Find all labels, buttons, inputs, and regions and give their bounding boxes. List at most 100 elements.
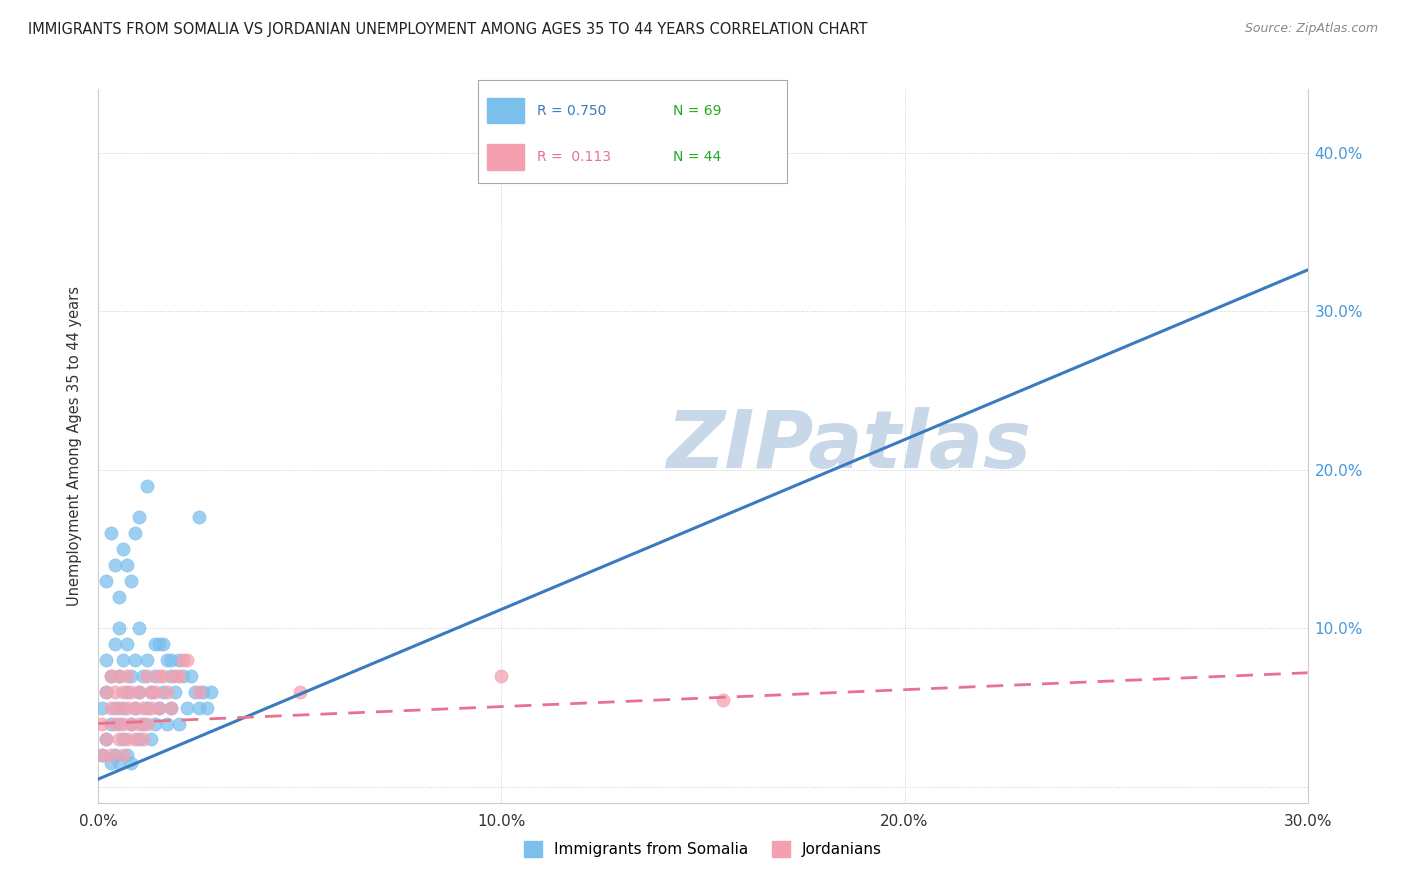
Point	[100, 669, 122, 683]
Point	[100, 716, 122, 731]
Point	[188, 700, 211, 714]
Point	[132, 732, 155, 747]
Text: ZIPatlas: ZIPatlas	[665, 407, 1031, 485]
Point	[96, 685, 118, 699]
Point	[120, 669, 142, 683]
Point	[167, 669, 190, 683]
Point	[96, 685, 118, 699]
Point	[139, 700, 162, 714]
Point	[107, 590, 129, 604]
Point	[160, 700, 183, 714]
Text: R =  0.113: R = 0.113	[537, 150, 610, 164]
Point	[156, 685, 179, 699]
Point	[160, 653, 183, 667]
Point	[124, 700, 146, 714]
Point	[139, 685, 162, 699]
Point	[103, 685, 125, 699]
Point	[711, 692, 734, 706]
Point	[120, 756, 142, 771]
Point	[152, 669, 174, 683]
Point	[143, 637, 166, 651]
Point	[180, 669, 202, 683]
Point	[160, 700, 183, 714]
Point	[160, 669, 183, 683]
Point	[91, 748, 114, 763]
Point	[148, 637, 170, 651]
Point	[491, 669, 513, 683]
Point	[124, 526, 146, 541]
Point	[111, 700, 134, 714]
Point	[188, 510, 211, 524]
Point	[148, 700, 170, 714]
Point	[143, 685, 166, 699]
Point	[172, 653, 194, 667]
Point	[167, 716, 190, 731]
Point	[107, 700, 129, 714]
Point	[200, 685, 222, 699]
Point	[107, 732, 129, 747]
Point	[128, 685, 150, 699]
Point	[103, 748, 125, 763]
Point	[135, 700, 157, 714]
Point	[111, 542, 134, 557]
Point	[184, 685, 207, 699]
Point	[100, 756, 122, 771]
Y-axis label: Unemployment Among Ages 35 to 44 years: Unemployment Among Ages 35 to 44 years	[67, 286, 83, 606]
Point	[100, 700, 122, 714]
Point	[176, 700, 198, 714]
Point	[143, 716, 166, 731]
Point	[100, 669, 122, 683]
Point	[139, 685, 162, 699]
Point	[100, 526, 122, 541]
Point	[107, 716, 129, 731]
Point	[103, 637, 125, 651]
Point	[163, 669, 186, 683]
Point	[103, 700, 125, 714]
Point	[115, 637, 138, 651]
Point	[163, 685, 186, 699]
Point	[120, 716, 142, 731]
Point	[128, 621, 150, 635]
Point	[143, 669, 166, 683]
Point	[124, 732, 146, 747]
Text: Source: ZipAtlas.com: Source: ZipAtlas.com	[1244, 22, 1378, 36]
Point	[96, 574, 118, 588]
Point	[91, 700, 114, 714]
Point	[107, 756, 129, 771]
Point	[128, 716, 150, 731]
Point	[115, 669, 138, 683]
Point	[91, 748, 114, 763]
Point	[111, 716, 134, 731]
Text: IMMIGRANTS FROM SOMALIA VS JORDANIAN UNEMPLOYMENT AMONG AGES 35 TO 44 YEARS CORR: IMMIGRANTS FROM SOMALIA VS JORDANIAN UNE…	[28, 22, 868, 37]
Point	[193, 685, 215, 699]
Point	[135, 669, 157, 683]
Point	[103, 558, 125, 572]
Point	[135, 478, 157, 492]
Bar	[488, 144, 524, 169]
Point	[111, 653, 134, 667]
Point	[148, 700, 170, 714]
Point	[132, 700, 155, 714]
Text: N = 44: N = 44	[673, 150, 721, 164]
Point	[167, 653, 190, 667]
Point	[124, 653, 146, 667]
Point	[115, 685, 138, 699]
Point	[172, 669, 194, 683]
Point	[107, 669, 129, 683]
Point	[115, 558, 138, 572]
Point	[107, 669, 129, 683]
Point	[176, 653, 198, 667]
Text: N = 69: N = 69	[673, 103, 721, 118]
Point	[91, 716, 114, 731]
Point	[128, 685, 150, 699]
Point	[111, 748, 134, 763]
Point	[120, 685, 142, 699]
Point	[115, 732, 138, 747]
Point	[124, 700, 146, 714]
Point	[103, 716, 125, 731]
Bar	[488, 98, 524, 123]
Point	[139, 732, 162, 747]
Point	[132, 716, 155, 731]
Legend: Immigrants from Somalia, Jordanians: Immigrants from Somalia, Jordanians	[517, 835, 889, 863]
Point	[96, 653, 118, 667]
